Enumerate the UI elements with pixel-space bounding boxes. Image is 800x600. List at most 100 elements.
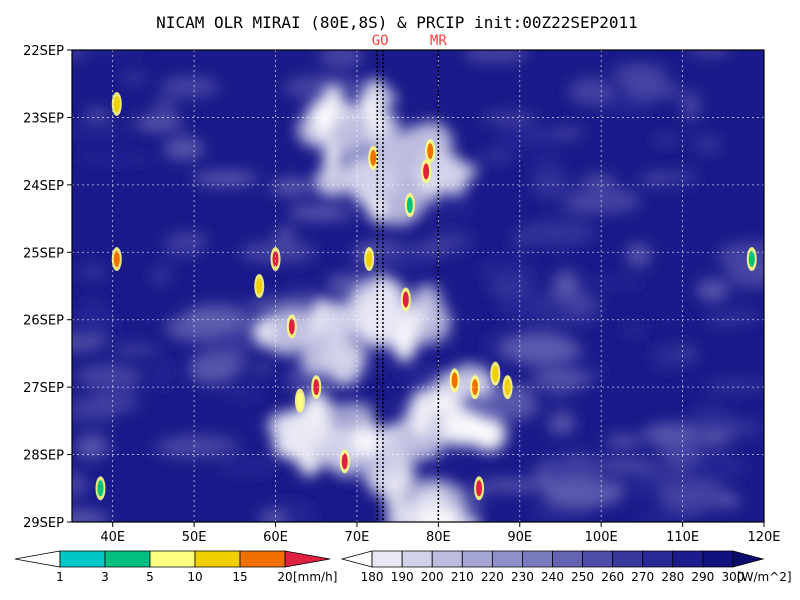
precip-spot — [400, 287, 411, 312]
precip-spot-core — [406, 197, 413, 214]
precip-spot — [421, 159, 432, 184]
olr-colorbar-swatch — [522, 550, 553, 568]
olr-patch — [584, 276, 646, 288]
precip-spot — [339, 449, 350, 474]
convection-cell — [468, 416, 507, 451]
x-tick-label: 70E — [345, 530, 370, 545]
olr-colorbar-swatch — [552, 550, 583, 568]
precip-spot — [311, 375, 322, 400]
olr-colorbar-swatch — [340, 550, 373, 568]
precip-colorbar-swatch — [239, 550, 286, 568]
precip-spot-core — [471, 379, 478, 396]
y-tick-label: 22SEP — [23, 44, 64, 59]
precip-spot-core — [366, 251, 373, 268]
x-tick-label: 60E — [263, 530, 288, 545]
olr-patch — [680, 90, 701, 121]
olr-patch — [475, 260, 540, 282]
precip-spot — [449, 368, 460, 393]
y-tick-label: 25SEP — [23, 246, 64, 261]
precip-spot — [254, 274, 265, 298]
olr-colorbar-label: 190 — [391, 570, 414, 584]
olr-patch — [568, 78, 613, 105]
olr-patch — [530, 502, 592, 522]
olr-colorbar-swatch — [612, 550, 644, 568]
precip-spot-core — [272, 251, 279, 268]
precip-spot-core — [113, 251, 120, 268]
olr-patch — [216, 456, 278, 477]
convection-cell — [320, 338, 366, 378]
olr-patch — [705, 312, 738, 327]
olr-patch — [111, 344, 159, 355]
olr-patch — [252, 363, 273, 375]
convection-cell — [383, 475, 424, 515]
convection-cell — [352, 420, 382, 459]
olr-patch — [188, 352, 236, 385]
olr-patch — [163, 239, 201, 258]
precip-spot-core — [402, 291, 409, 308]
precip-colorbar: 1 3 5 10 15 20 [mm/h] — [14, 550, 337, 584]
olr-colorbar-swatch — [491, 550, 523, 568]
olr-patch — [287, 207, 347, 219]
olr-patch — [658, 480, 729, 512]
x-tick-label: 100E — [585, 530, 618, 545]
precip-spot-core — [288, 318, 295, 335]
olr-patch — [275, 227, 296, 241]
y-tick-label: 28SEP — [23, 449, 64, 464]
precip-colorbar-swatch — [104, 550, 151, 568]
olr-colorbar-unit: [W/m^2] — [737, 570, 792, 584]
olr-patch — [575, 363, 607, 379]
olr-patch — [72, 509, 110, 522]
convection-cell — [372, 278, 407, 320]
precip-colorbar-swatch — [194, 550, 241, 568]
precip-colorbar-unit: [mm/h] — [293, 570, 337, 584]
precip-colorbar-swatch — [59, 550, 106, 568]
olr-colorbar-swatch — [401, 550, 433, 568]
olr-patch — [74, 364, 143, 388]
olr-patch — [75, 152, 154, 165]
precip-spot — [364, 247, 375, 272]
precip-spot — [490, 361, 501, 386]
olr-colorbar-swatch — [702, 550, 734, 568]
olr-colorbar-label: 250 — [571, 570, 594, 584]
olr-colorbar-label: 240 — [541, 570, 564, 584]
olr-colorbar-swatch — [642, 550, 674, 568]
olr-patch — [428, 230, 473, 252]
olr-patch — [199, 343, 247, 352]
olr-patch — [659, 436, 702, 469]
precip-spot — [368, 145, 379, 170]
plot-area: GO MR 40E 50E 60E 70E 80E 90E 100E 110E 120E 22SE… — [23, 33, 781, 545]
olr-patch — [639, 172, 668, 186]
olr-patch — [693, 134, 722, 155]
precip-colorbar-swatch — [284, 550, 331, 568]
precip-colorbar-label: 15 — [232, 570, 247, 584]
olr-patch — [160, 76, 220, 98]
olr-texture — [72, 50, 764, 522]
olr-patch — [696, 278, 729, 302]
precip-spot-core — [451, 372, 458, 389]
precip-spot-core — [313, 379, 320, 396]
precip-colorbar-label: 1 — [56, 570, 64, 584]
olr-patch — [548, 411, 576, 435]
x-tick-label: 50E — [182, 530, 207, 545]
convection-cell — [413, 508, 459, 522]
x-axis-ticks: 40E 50E 60E 70E 80E 90E 100E 110E 120E — [100, 522, 781, 545]
olr-patch — [120, 70, 148, 85]
olr-patch — [687, 50, 732, 55]
olr-patch — [612, 63, 667, 87]
x-tick-label: 80E — [426, 530, 451, 545]
olr-patch — [638, 467, 691, 481]
x-tick-label: 110E — [666, 530, 699, 545]
convection-cell — [405, 124, 430, 152]
precip-spot-core — [97, 480, 104, 497]
y-tick-label: 27SEP — [23, 381, 64, 396]
olr-patch — [703, 379, 764, 392]
olr-colorbar-label: 270 — [631, 570, 654, 584]
olr-patch — [221, 386, 266, 401]
olr-shading-layer — [72, 50, 764, 522]
x-tick-label: 90E — [507, 530, 532, 545]
convection-cell — [389, 517, 410, 522]
precip-spot — [404, 193, 415, 218]
olr-patch — [517, 219, 596, 247]
precip-spot-core — [476, 480, 483, 497]
olr-colorbar-label: 300 — [721, 570, 744, 584]
